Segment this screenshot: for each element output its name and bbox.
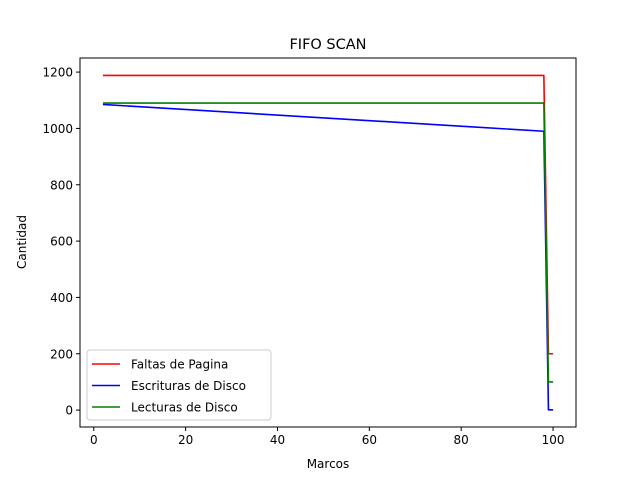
y-tick-label: 800 (50, 178, 73, 192)
x-tick-label: 60 (362, 433, 377, 447)
x-ticks: 0 20 40 60 80 100 (90, 427, 565, 447)
legend-items: Faltas de Pagina Escrituras de Disco Lectu… (92, 358, 246, 415)
y-tick-label: 400 (50, 291, 73, 305)
x-tick-label: 40 (270, 433, 285, 447)
legend: Faltas de Pagina Escrituras de Disco Lectu… (86, 349, 272, 421)
y-tick-label: 600 (50, 235, 73, 249)
plot-frame (79, 57, 577, 428)
y-tick-label: 1200 (42, 66, 73, 80)
series-line-3 (102, 102, 554, 383)
x-tick-label: 100 (542, 433, 565, 447)
chart-title: FIFO SCAN (289, 37, 366, 53)
legend-label: Escrituras de Disco (131, 379, 246, 393)
x-tick-label: 0 (90, 433, 98, 447)
x-tick-label: 20 (178, 433, 193, 447)
legend-label: Faltas de Pagina (131, 358, 228, 372)
y-tick-label: 200 (50, 347, 73, 361)
x-axis-label: Marcos (307, 457, 350, 471)
y-tick-label: 0 (65, 404, 73, 418)
legend-label: Lecturas de Disco (131, 401, 238, 415)
y-ticks: 0 200 400 600 800 1000 1200 (42, 66, 80, 418)
series-layer (102, 74, 554, 411)
x-tick-label: 80 (454, 433, 469, 447)
y-axis-label: Cantidad (15, 215, 29, 269)
y-tick-label: 1000 (42, 122, 73, 136)
legend-box (86, 349, 272, 421)
